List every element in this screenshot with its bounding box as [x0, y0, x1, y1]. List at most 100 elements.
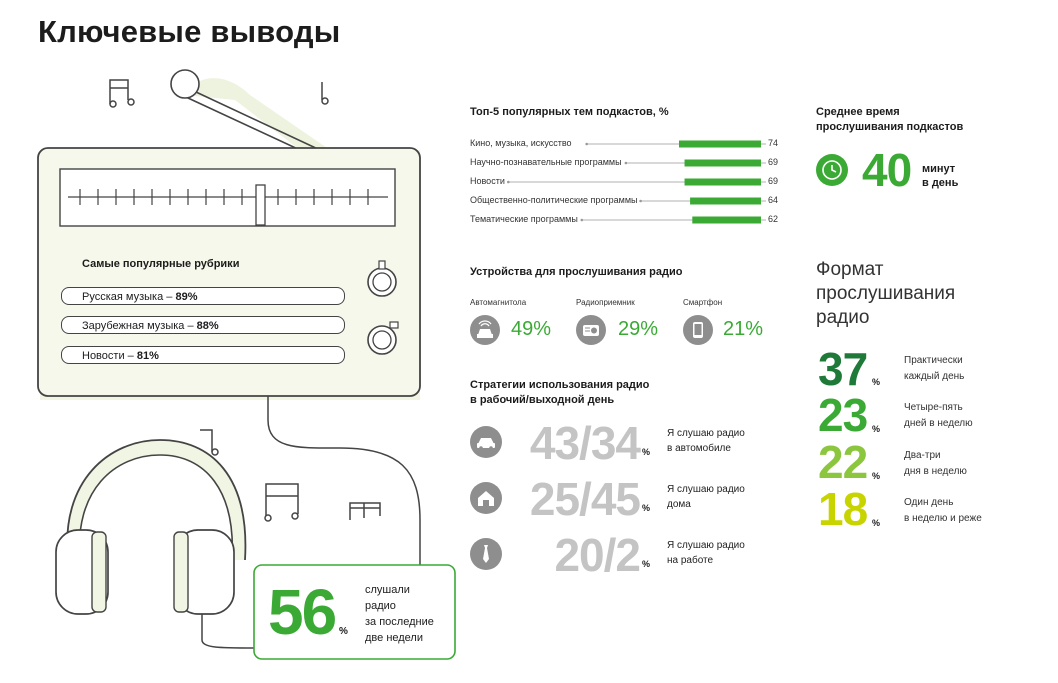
- avg-time-unit-line: минут: [922, 163, 956, 175]
- format-text-line: в неделю и реже: [904, 513, 982, 524]
- rubric-value: 89%: [175, 291, 198, 303]
- device-label: Автомагнитола: [470, 298, 527, 307]
- rubric-label: Новости: [82, 350, 125, 362]
- rubric-item: Зарубежная музыка – 88%: [61, 316, 345, 334]
- format-text-line: Практически: [904, 355, 963, 366]
- bar-leader-dot: [580, 218, 584, 222]
- format-text: Практически каждый день: [904, 353, 964, 385]
- bar-value-label: 69: [768, 157, 779, 167]
- bar-value-label: 69: [768, 176, 779, 186]
- format-text-line: дней в неделю: [904, 418, 973, 429]
- strategies-title: Стратегии использования радио в рабочий/…: [470, 378, 649, 408]
- strategy-value: 43/34: [529, 417, 641, 469]
- device-label: Радиоприемник: [576, 298, 635, 307]
- avg-time-unit-line: в день: [922, 177, 959, 189]
- rubric-label: Русская музыка: [82, 291, 164, 303]
- bar-leader-dot: [507, 180, 510, 184]
- house-icon: [470, 482, 502, 514]
- device-value: 29%: [618, 318, 659, 340]
- bar-category-label: Тематические программы: [470, 214, 578, 224]
- strategy-text-line: на работе: [667, 555, 714, 566]
- strategy-text: Я слушаю радио дома: [667, 482, 745, 512]
- rubric-label: Зарубежная музыка: [82, 320, 185, 332]
- smartphone-icon: [683, 315, 713, 345]
- format-text-line: Четыре-пять: [904, 402, 963, 413]
- listened-unit: %: [339, 626, 348, 637]
- bar: [679, 140, 761, 148]
- bar: [684, 178, 761, 186]
- device-value: 49%: [511, 318, 552, 340]
- devices-title: Устройства для прослушивания радио: [470, 266, 683, 278]
- strategy-value: 25/45: [529, 473, 641, 525]
- avg-time-title: Среднее время прослушивания подкастов: [816, 105, 963, 135]
- format-title-line: прослушивания: [816, 283, 956, 304]
- rubric-item: Русская музыка – 89%: [61, 287, 345, 305]
- strategy-unit: %: [642, 447, 651, 457]
- strategy-text: Я слушаю радио в автомобиле: [667, 426, 745, 456]
- format-unit: %: [872, 377, 881, 387]
- bar-category-label: Кино, музыка, искусство: [470, 138, 572, 148]
- format-text-line: дня в неделю: [904, 466, 967, 477]
- radio-icon: [576, 315, 606, 345]
- rubrics-title: Самые популярные рубрики: [82, 258, 240, 270]
- listened-text-line: радио: [365, 600, 396, 612]
- bar-category-label: Общественно-политические программы: [470, 195, 638, 205]
- format-value: 22: [818, 436, 868, 488]
- strategy-value: 20/2: [554, 529, 641, 581]
- listened-text-line: две недели: [365, 632, 423, 644]
- format-text-line: Два-три: [904, 450, 941, 461]
- bar: [692, 216, 761, 224]
- format-value: 18: [818, 483, 868, 535]
- format-title: Формат прослушивания радио: [816, 258, 955, 330]
- bar-category-label: Новости: [470, 176, 505, 186]
- bar-leader-dot: [585, 142, 588, 146]
- bar: [684, 159, 761, 167]
- bar-value-label: 74: [768, 138, 779, 148]
- strategy-text-line: Я слушаю радио: [667, 428, 745, 439]
- strategies-title-line: Стратегии использования радио: [470, 379, 650, 391]
- strategy-text: Я слушаю радио на работе: [667, 538, 745, 568]
- car-icon: [470, 426, 502, 458]
- bar-leader-dot: [639, 199, 642, 203]
- format-text-line: каждый день: [904, 371, 965, 382]
- format-value: 23: [818, 389, 868, 441]
- bar-value-label: 62: [768, 214, 779, 224]
- device-label: Смартфон: [683, 298, 723, 307]
- avg-time-value: 40: [862, 144, 912, 196]
- avg-time-unit: минут в день: [922, 162, 958, 190]
- bar-leader-dot: [624, 161, 628, 165]
- format-text: Один день в неделю и реже: [904, 495, 982, 527]
- strategy-unit: %: [642, 503, 651, 513]
- rubric-value: 88%: [196, 320, 219, 332]
- bar: [690, 197, 761, 205]
- podcasts-title: Топ-5 популярных тем подкастов, %: [470, 106, 669, 118]
- format-text-line: Один день: [904, 497, 954, 508]
- strategies-title-line: в рабочий/выходной день: [470, 394, 615, 406]
- format-text: Четыре-пять дней в неделю: [904, 400, 973, 432]
- format-text: Два-три дня в неделю: [904, 448, 967, 480]
- format-value: 37: [818, 343, 868, 395]
- device-value: 21%: [723, 318, 764, 340]
- rubric-item: Новости – 81%: [61, 346, 345, 364]
- tie-icon: [470, 538, 502, 570]
- avg-time-title-line: Среднее время: [816, 106, 900, 118]
- format-title-line: радио: [816, 307, 870, 328]
- strategy-text-line: Я слушаю радио: [667, 484, 745, 495]
- bar-category-label: Научно-познавательные программы: [470, 157, 622, 167]
- strategy-text-line: в автомобиле: [667, 443, 731, 454]
- format-unit: %: [872, 471, 881, 481]
- format-unit: %: [872, 424, 881, 434]
- listened-value: 56: [268, 576, 337, 648]
- page-title: Ключевые выводы: [38, 14, 341, 49]
- format-unit: %: [872, 518, 881, 528]
- strategy-unit: %: [642, 559, 651, 569]
- listened-text-line: слушали: [365, 584, 410, 596]
- avg-time-title-line: прослушивания подкастов: [816, 121, 964, 133]
- listened-text-line: за последние: [365, 616, 434, 628]
- rubric-value: 81%: [136, 350, 159, 362]
- clock-icon: [816, 154, 848, 186]
- bar-value-label: 64: [768, 195, 779, 205]
- car-radio-icon: [470, 315, 500, 345]
- strategy-text-line: Я слушаю радио: [667, 540, 745, 551]
